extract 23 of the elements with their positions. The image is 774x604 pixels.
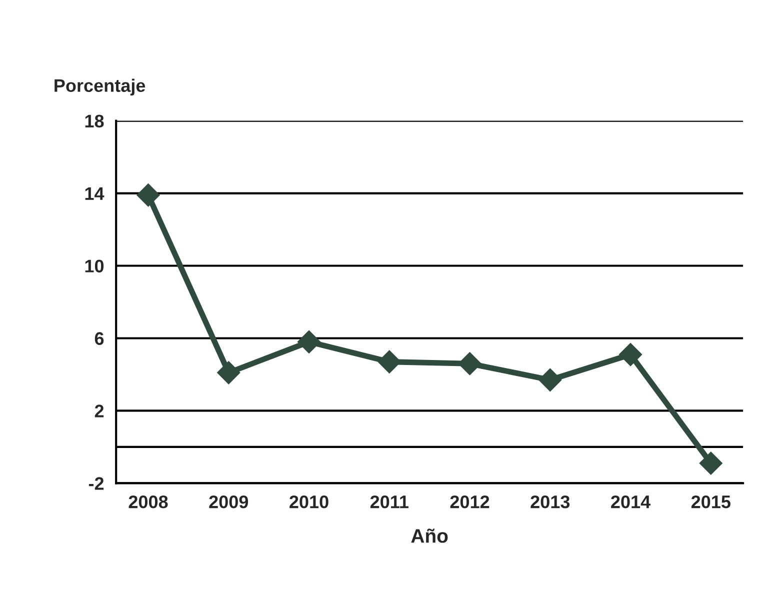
x-tick-label: 2011 [370, 495, 408, 508]
point [619, 343, 642, 366]
point [217, 361, 240, 384]
y-tick-label: -2 [88, 477, 104, 490]
x-tick-label: 2013 [530, 495, 570, 508]
y-tick-label: 18 [85, 114, 104, 128]
x-tick-label: 2012 [450, 495, 490, 508]
point [699, 452, 722, 475]
x-tick-label: 2010 [290, 495, 328, 508]
x-tick-label: 2015 [691, 495, 730, 508]
x-tick-label: 2014 [611, 495, 650, 508]
point [378, 350, 401, 374]
point [298, 330, 320, 354]
y-tick-label: 2 [94, 404, 104, 418]
y-tick-label: 14 [85, 187, 104, 200]
y-axis-title: Porcentaje [54, 78, 146, 96]
x-tick-label: 2008 [128, 495, 168, 508]
x-tick-label: 2009 [209, 495, 248, 508]
y-tick-label: 6 [94, 332, 104, 345]
x-axis-title: Año [411, 528, 448, 543]
point [136, 184, 160, 207]
y-tick-label: 10 [85, 260, 104, 272]
point [538, 368, 562, 392]
